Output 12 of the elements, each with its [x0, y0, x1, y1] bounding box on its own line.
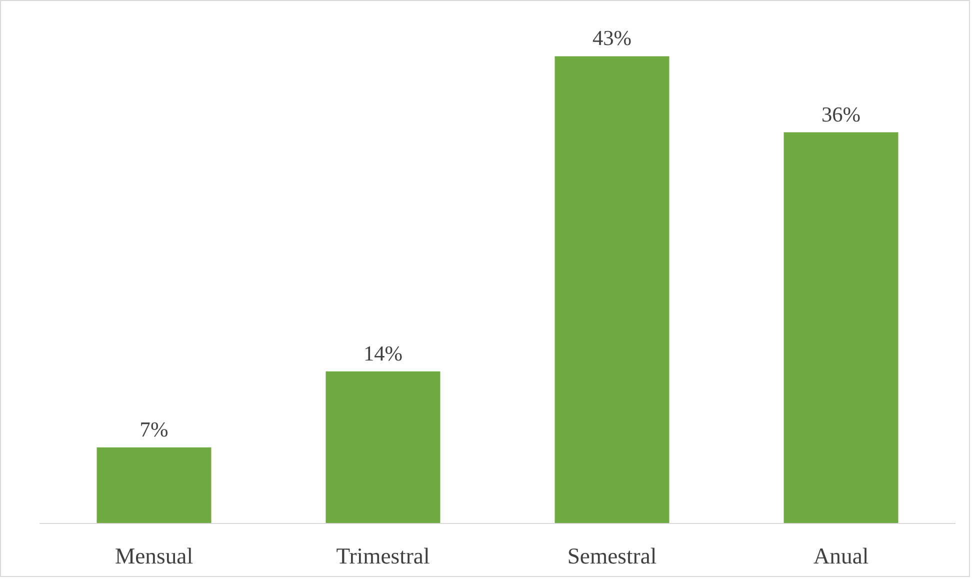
bar: [554, 56, 670, 524]
bar: [326, 371, 440, 524]
x-tick-label: Semestral: [567, 544, 657, 568]
x-tick-label: Trimestral: [336, 544, 430, 568]
data-label: 43%: [592, 26, 632, 50]
x-tick-label: Anual: [813, 544, 869, 568]
data-label: 14%: [363, 341, 403, 366]
bar: [784, 132, 898, 524]
bar: [96, 447, 212, 524]
data-label: 36%: [821, 102, 861, 126]
data-label: 7%: [140, 417, 168, 442]
x-tick-label: Mensual: [114, 544, 194, 568]
